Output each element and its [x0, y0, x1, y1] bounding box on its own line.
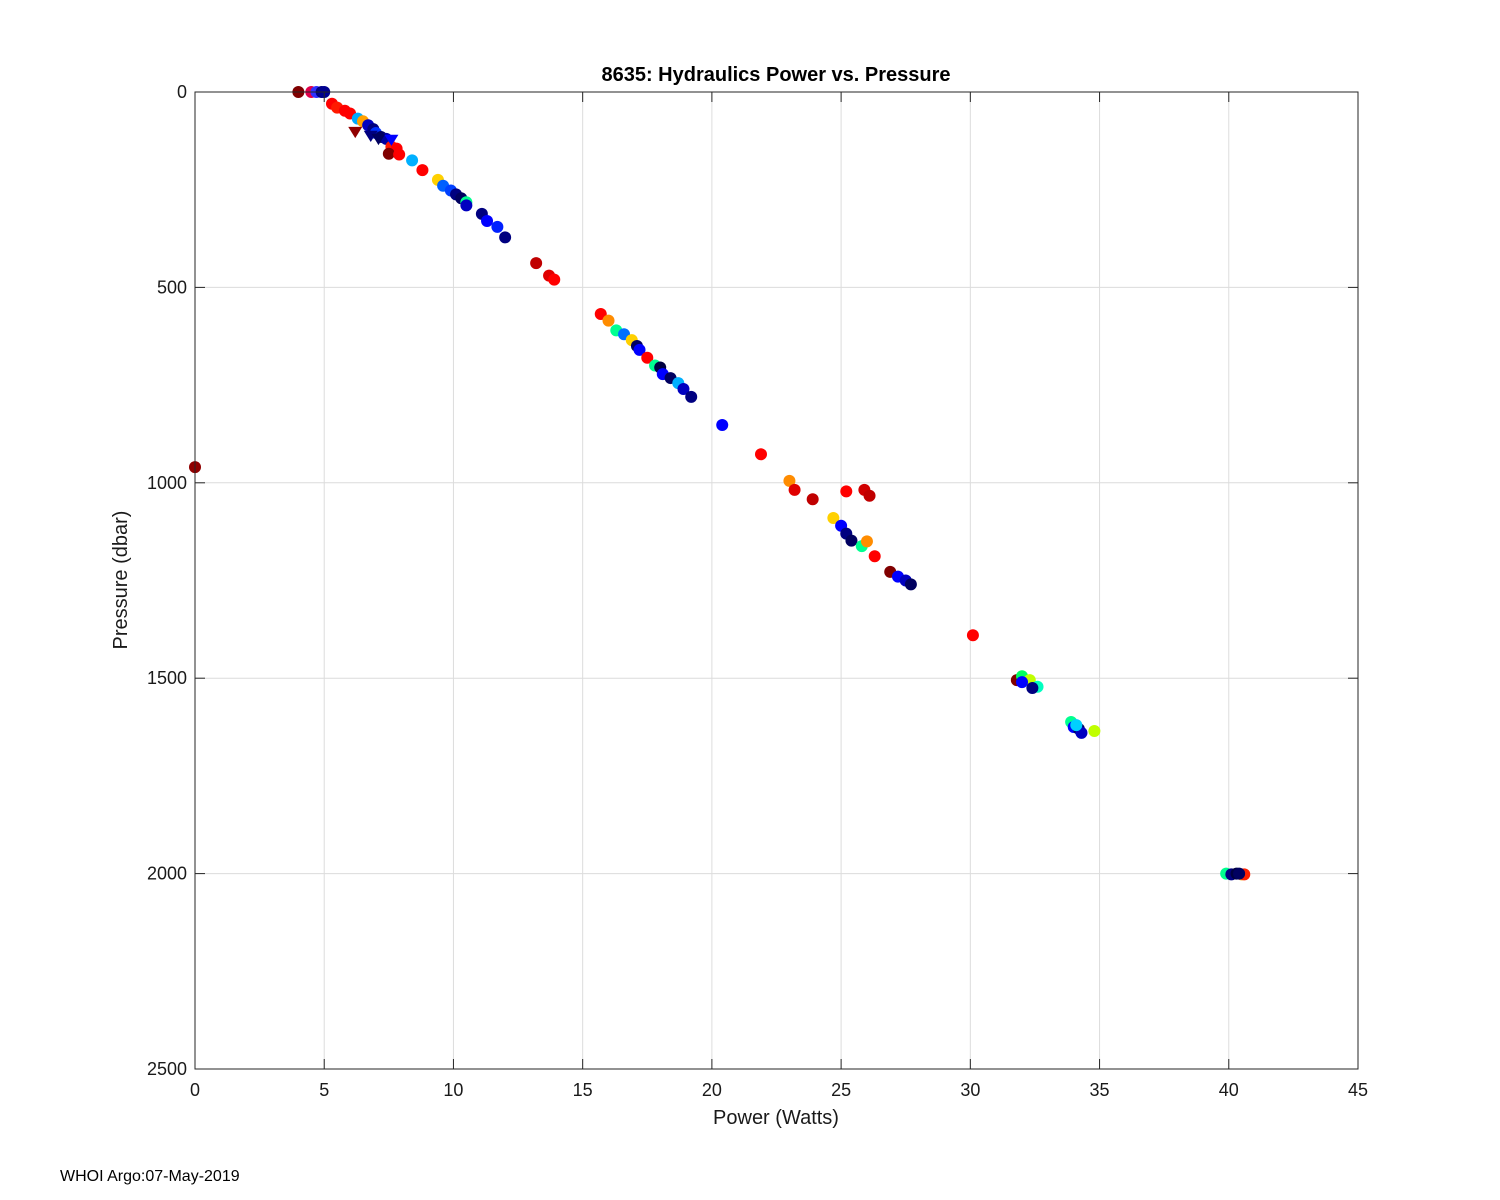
- scatter-point-triangle: [371, 133, 386, 146]
- x-axis-label: Power (Watts): [713, 1107, 839, 1129]
- scatter-point-triangle: [384, 134, 399, 146]
- scatter-point: [677, 383, 690, 396]
- axes-box: [194, 91, 1359, 1070]
- scatter-point: [416, 164, 429, 177]
- scatter-point: [845, 534, 858, 547]
- scatter-point: [406, 154, 419, 167]
- y-tick-label: 500: [157, 277, 187, 297]
- x-tick-label: 15: [573, 1080, 593, 1100]
- scatter-point: [602, 314, 615, 327]
- y-tick-label: 1000: [147, 473, 187, 493]
- scatter-point: [788, 483, 801, 496]
- footer-credit: WHOI Argo:07-May-2019: [60, 1168, 240, 1185]
- scatter-point: [481, 214, 494, 227]
- y-tick-label: 2500: [147, 1059, 187, 1079]
- y-tick-label: 2000: [147, 864, 187, 884]
- grid-lines: [195, 92, 1358, 1069]
- scatter-point: [499, 231, 512, 244]
- data-points: [189, 86, 1251, 881]
- chart-title: 8635: Hydraulics Power vs. Pressure: [601, 64, 950, 86]
- scatter-point: [1233, 867, 1246, 880]
- scatter-point: [827, 511, 840, 524]
- scatter-point: [382, 147, 395, 160]
- scatter-point: [1088, 724, 1101, 737]
- scatter-point: [783, 474, 796, 487]
- scatter-point: [868, 550, 881, 563]
- scatter-point: [904, 578, 917, 591]
- scatter-point: [1070, 719, 1083, 732]
- scatter-point: [393, 148, 406, 161]
- scatter-point: [530, 257, 543, 270]
- y-tick-label: 1500: [147, 668, 187, 688]
- scatter-point: [633, 343, 646, 356]
- x-tick-label: 0: [190, 1080, 200, 1100]
- x-tick-label: 35: [1090, 1080, 1110, 1100]
- scatter-point-triangle: [363, 130, 378, 142]
- scatter-point: [460, 199, 473, 212]
- x-tick-label: 25: [831, 1080, 851, 1100]
- scatter-point: [754, 448, 767, 461]
- scatter-point: [685, 390, 698, 403]
- scatter-point: [716, 418, 729, 431]
- scatter-point: [860, 535, 873, 548]
- x-tick-label: 40: [1219, 1080, 1239, 1100]
- scatter-point: [1016, 676, 1029, 689]
- scatter-point: [548, 273, 561, 286]
- y-tick-label: 0: [177, 82, 187, 102]
- x-tick-label: 20: [702, 1080, 722, 1100]
- scatter-point: [806, 493, 819, 506]
- y-axis-label: Pressure (dbar): [110, 511, 132, 650]
- x-tick-label: 5: [319, 1080, 329, 1100]
- x-tick-label: 45: [1348, 1080, 1368, 1100]
- scatter-point: [863, 489, 876, 502]
- scatter-point: [966, 629, 979, 642]
- scatter-point: [1026, 681, 1039, 694]
- scatter-point: [491, 220, 504, 233]
- axis-ticks: 0 5 10 15 20 25 30 35 40 45 0 500 1000 1500 2000 2500: [147, 82, 1368, 1100]
- x-tick-label: 30: [960, 1080, 980, 1100]
- scatter-point: [840, 485, 853, 498]
- plot-area: [195, 92, 1358, 1069]
- scatter-point-triangle: [348, 126, 363, 139]
- scatter-point: [641, 351, 654, 364]
- x-tick-label: 10: [443, 1080, 463, 1100]
